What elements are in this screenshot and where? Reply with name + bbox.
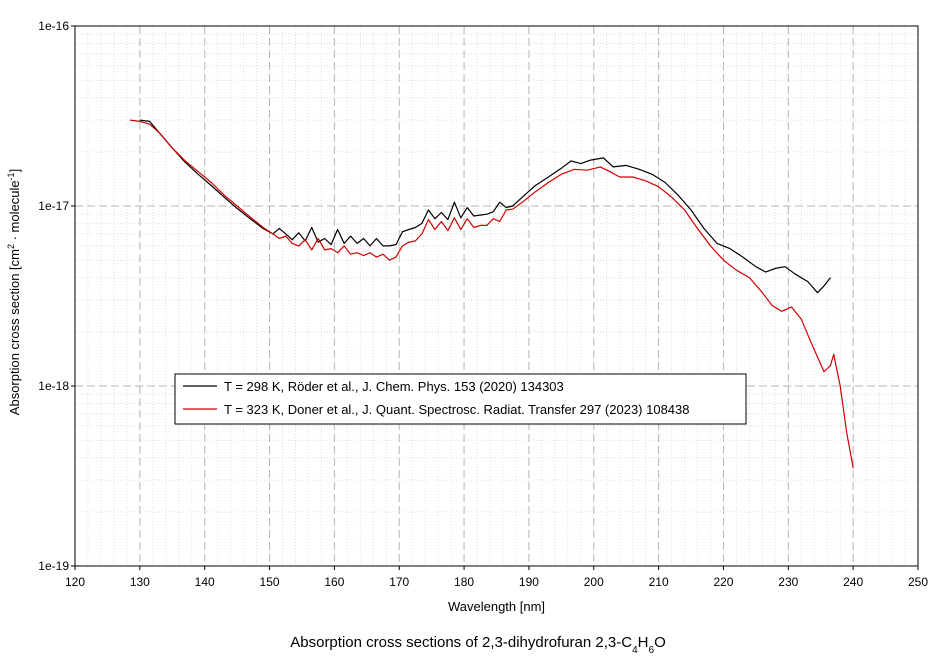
legend-label-323k: T = 323 K, Doner et al., J. Quant. Spect… bbox=[224, 402, 690, 417]
y-tick-label: 1e-19 bbox=[38, 559, 69, 573]
x-tick-label: 220 bbox=[713, 575, 733, 589]
x-tick-label: 170 bbox=[389, 575, 409, 589]
y-tick-label: 1e-16 bbox=[38, 19, 69, 33]
x-axis-title: Wavelength [nm] bbox=[448, 599, 545, 614]
legend-box bbox=[174, 373, 747, 425]
y-axis-title: Absorption cross section [cm2 · molecule… bbox=[6, 169, 22, 415]
chart-title-main: Absorption cross sections of 2,3-dihydro… bbox=[290, 634, 632, 651]
x-tick-label: 120 bbox=[65, 575, 85, 589]
x-tick-label: 250 bbox=[908, 575, 928, 589]
x-tick-label: 130 bbox=[130, 575, 150, 589]
x-tick-label: 190 bbox=[519, 575, 539, 589]
x-tick-label: 180 bbox=[454, 575, 474, 589]
x-tick-label: 140 bbox=[195, 575, 215, 589]
chart-title-sub-1: 4 bbox=[632, 645, 638, 656]
chart-title-sub-2: 6 bbox=[649, 645, 655, 656]
series-line-298k bbox=[139, 119, 831, 294]
x-tick-label: 210 bbox=[649, 575, 669, 589]
series-lines bbox=[130, 119, 854, 469]
x-tick-label: 160 bbox=[324, 575, 344, 589]
y-axis-title-sup-1: 2 bbox=[6, 244, 16, 249]
axis-ticks: 120 130 140 150 160 170 180 190 200 210 220 230 240 2… bbox=[38, 19, 928, 589]
chart-title-mid: H bbox=[638, 634, 649, 651]
x-tick-label: 240 bbox=[843, 575, 863, 589]
series-line-323k bbox=[130, 119, 854, 469]
y-axis-title-sup-2: -1 bbox=[6, 172, 16, 180]
x-tick-label: 200 bbox=[584, 575, 604, 589]
y-tick-label: 1e-17 bbox=[38, 199, 69, 213]
y-tick-label: 1e-18 bbox=[38, 379, 69, 393]
legend: T = 298 K, Röder et al., J. Chem. Phys. … bbox=[174, 373, 747, 425]
y-axis-title-main: Absorption cross section [cm bbox=[7, 249, 22, 415]
plot-frame bbox=[74, 25, 919, 567]
chart-title: Absorption cross sections of 2,3-dihydro… bbox=[290, 634, 665, 656]
legend-label-298k: T = 298 K, Röder et al., J. Chem. Phys. … bbox=[224, 379, 564, 394]
x-tick-label: 150 bbox=[260, 575, 280, 589]
chart-title-tail: O bbox=[654, 634, 666, 651]
x-tick-label: 230 bbox=[778, 575, 798, 589]
y-axis-title-mid: · molecule bbox=[7, 180, 22, 244]
y-axis-title-tail: ] bbox=[7, 169, 22, 173]
